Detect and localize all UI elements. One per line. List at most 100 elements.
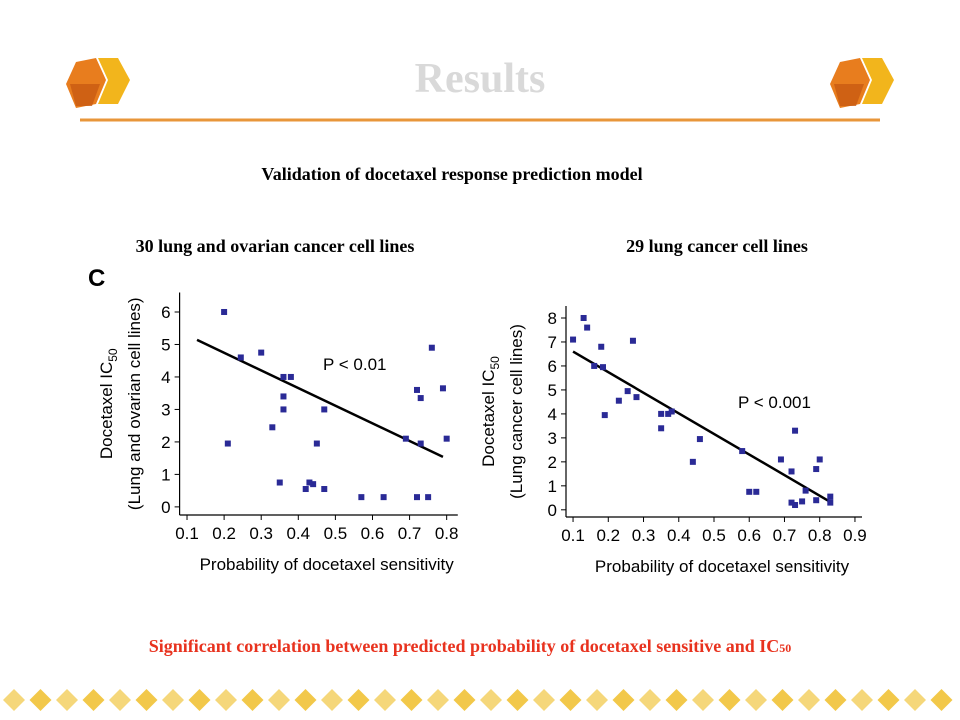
x-tick-label: 0.6 (737, 526, 761, 545)
point (633, 394, 640, 401)
y-tick-label: 2 (548, 453, 557, 472)
x-tick-label: 0.1 (175, 524, 199, 543)
point (425, 494, 432, 501)
point (258, 349, 265, 356)
point (696, 436, 703, 443)
point (321, 406, 328, 413)
diamond (109, 689, 131, 711)
point (428, 344, 435, 351)
chart-title: 29 lung cancer cell lines (626, 236, 808, 256)
y-tick-label: 3 (548, 429, 557, 448)
point (269, 424, 276, 431)
y-axis-label-sub: 50 (106, 348, 120, 362)
x-tick-label: 0.2 (596, 526, 620, 545)
point (601, 412, 608, 419)
point (813, 466, 820, 473)
fit-line (572, 350, 831, 503)
diamond (241, 689, 264, 711)
x-axis-label: Probability of docetaxel sensitivity (200, 555, 455, 574)
x-tick-label: 0.4 (286, 524, 310, 543)
point (276, 479, 283, 486)
diamond (745, 689, 767, 711)
x-tick-label: 0.9 (843, 526, 867, 545)
point (287, 373, 294, 380)
point (580, 314, 587, 321)
y-tick-label: 5 (548, 381, 557, 400)
point (439, 385, 446, 392)
diamond (586, 689, 608, 711)
point (310, 481, 317, 488)
point (221, 308, 228, 315)
x-tick-label: 0.2 (212, 524, 236, 543)
slide-title: Results (415, 56, 546, 102)
panel-label: C (88, 265, 105, 292)
diamond (718, 689, 741, 711)
point (280, 393, 287, 400)
diamond (29, 689, 52, 711)
point (827, 499, 834, 506)
point (689, 458, 696, 465)
point (802, 487, 809, 494)
y-tick-label: 1 (548, 477, 557, 496)
point (788, 499, 795, 506)
point (280, 373, 287, 380)
point (600, 364, 606, 371)
heading: Validation of docetaxel response predict… (261, 164, 642, 184)
point (380, 494, 387, 501)
point (306, 479, 313, 486)
point (313, 440, 320, 447)
point (739, 448, 746, 455)
diamond (427, 689, 449, 711)
diamond (824, 689, 847, 711)
diamond (56, 689, 78, 711)
y-axis-label: Docetaxel IC50 (479, 356, 502, 467)
diamond (294, 689, 317, 711)
annotation: P < 0.001 (738, 393, 811, 412)
point (813, 497, 820, 504)
point (417, 440, 424, 447)
y-tick-label: 7 (548, 333, 557, 352)
diamond (639, 689, 661, 711)
x-tick-label: 0.1 (561, 526, 585, 545)
caption: Significant correlation between predicte… (149, 636, 791, 656)
y-axis-label-text: Docetaxel IC (97, 362, 116, 459)
diamond (162, 689, 184, 711)
x-tick-label: 0.3 (249, 524, 273, 543)
point (792, 502, 799, 509)
point (629, 337, 636, 344)
x-tick-label: 0.7 (398, 524, 422, 543)
x-tick-label: 0.5 (702, 526, 726, 545)
diamond (374, 689, 396, 711)
diamond (877, 689, 900, 711)
point (777, 456, 784, 463)
point (799, 498, 806, 505)
point (668, 408, 675, 415)
point (417, 395, 424, 402)
diamond (665, 689, 688, 711)
y-tick-label: 6 (548, 357, 557, 376)
point (665, 410, 672, 417)
x-tick-label: 0.3 (632, 526, 656, 545)
y-tick-label: 8 (548, 309, 557, 328)
point (358, 494, 365, 501)
point (280, 406, 287, 413)
point (816, 456, 823, 463)
point (753, 488, 760, 495)
diamond (851, 689, 873, 711)
point (591, 362, 598, 369)
diamond (771, 689, 794, 711)
left-logo (66, 58, 130, 108)
diamond (533, 689, 555, 711)
point (402, 435, 409, 442)
point (746, 488, 753, 495)
point (827, 493, 834, 500)
diamond (268, 689, 290, 711)
footer-pattern (3, 689, 953, 711)
y-tick-label: 5 (161, 335, 170, 354)
diamond (400, 689, 423, 711)
diamond (559, 689, 582, 711)
x-axis-label: Probability of docetaxel sensitivity (595, 557, 850, 576)
point (443, 435, 450, 442)
y-tick-label: 4 (161, 368, 170, 387)
y-tick-label: 0 (161, 498, 170, 517)
